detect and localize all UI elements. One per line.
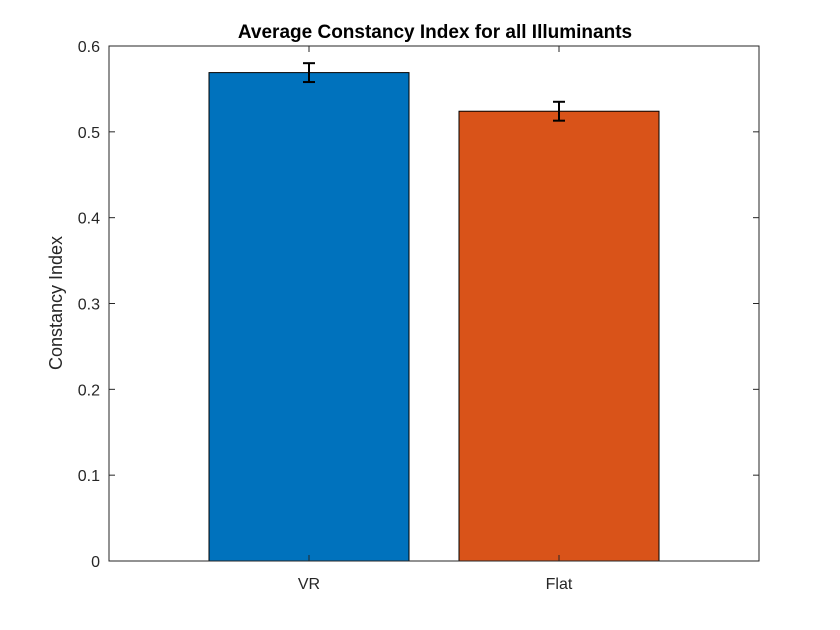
plot-box: [108, 45, 760, 562]
axes-group: VR Flat 0 0.1 0.2 0.3 0.4 0.5 0.6: [78, 39, 760, 593]
y-tick-label: 0.4: [78, 211, 100, 228]
y-tick-label: 0.6: [78, 39, 100, 56]
chart-title: Average Constancy Index for all Illumina…: [238, 22, 632, 43]
y-tick-label: 0.1: [78, 468, 100, 485]
error-bars-group: [303, 62, 565, 122]
y-tick-label: 0.5: [78, 125, 100, 142]
bars-group: [208, 72, 660, 562]
x-tick-label-flat: Flat: [546, 576, 573, 593]
bar-flat: [458, 110, 660, 562]
y-axis-label: Constancy Index: [46, 236, 66, 370]
y-tick-label: 0.2: [78, 382, 100, 399]
y-tick-label: 0: [91, 554, 100, 571]
y-tick-label: 0.3: [78, 297, 100, 314]
bar-vr: [208, 72, 410, 562]
x-tick-label-vr: VR: [298, 576, 320, 593]
